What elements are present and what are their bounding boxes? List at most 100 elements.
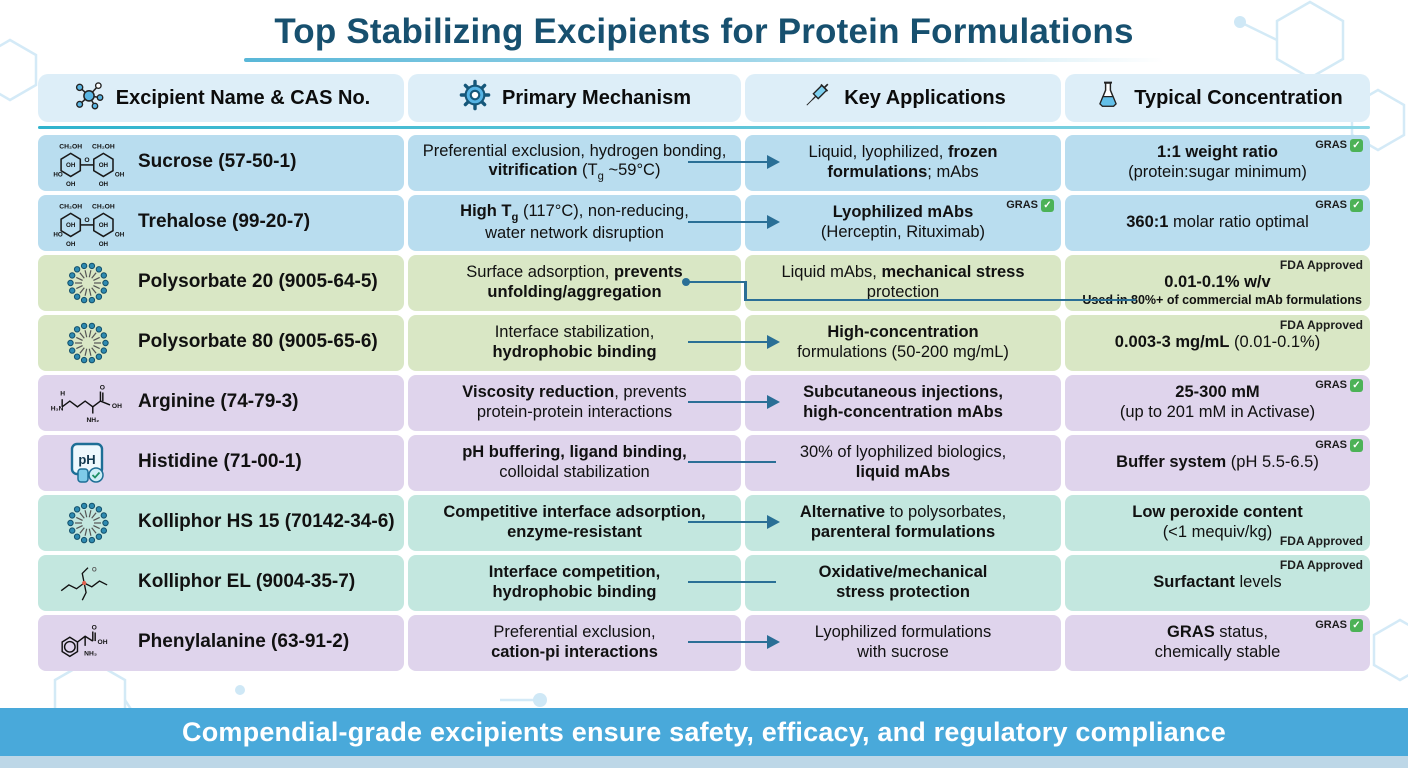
check-icon: ✓ (1350, 618, 1363, 632)
applications-cell: Subcutaneous injections, high-concentrati… (745, 374, 1061, 431)
svg-text:O: O (84, 217, 89, 224)
phenylalanine-structure-icon: OH O NH₃ (46, 618, 130, 668)
mechanism-text: Preferential exclusion, hydrogen bonding… (422, 141, 727, 183)
applications-cell: Lyophilized mAbs (Herceptin, Rituximab) GR… (745, 194, 1061, 251)
excipient-name: Kolliphor EL (9004-35-7) (138, 571, 356, 593)
concentration-text: Surfactant levels (1153, 572, 1282, 591)
excipient-name: Histidine (71-00-1) (138, 451, 302, 473)
svg-text:OH: OH (99, 161, 109, 168)
arginine-structure-icon: H₃N NH₂ O OH H (46, 378, 130, 428)
applications-cell: Oxidative/mechanical stress protection (745, 554, 1061, 611)
svg-text:O: O (92, 566, 97, 573)
column-header-excipient: Excipient Name & CAS No. (38, 74, 404, 122)
check-icon: ✓ (1350, 138, 1363, 152)
svg-text:OH: OH (98, 638, 108, 645)
header-divider (38, 126, 1370, 129)
concentration-note: Used in 80%+ of commercial mAb formulati… (1082, 293, 1362, 307)
column-header-label: Excipient Name & CAS No. (115, 86, 371, 109)
mechanism-cell: Competitive interface adsorption, enzyme-… (408, 494, 741, 551)
excipient-table: Excipient Name & CAS No. Primary Mechani… (38, 74, 1370, 671)
mechanism-text: pH buffering, ligand binding, colloidal s… (462, 443, 687, 481)
svg-text:O: O (92, 624, 97, 631)
mechanism-cell: Surface adsorption, prevents unfolding/a… (408, 254, 741, 311)
svg-text:OH: OH (66, 181, 76, 188)
applications-text: High-concentration formulations (50-200 m… (797, 323, 1009, 361)
mechanism-text: Surface adsorption, prevents unfolding/a… (466, 263, 683, 301)
applications-cell: Liquid mAbs, mechanical stress protectio… (745, 254, 1061, 311)
column-header-label: Key Applications (844, 86, 1006, 109)
gras-badge-label: GRAS (1315, 198, 1347, 211)
gras-badge-label: GRAS (1315, 378, 1347, 391)
concentration-cell: Surfactant levels FDA Approved (1065, 554, 1370, 611)
check-icon: ✓ (1350, 198, 1363, 212)
svg-text:NH₃: NH₃ (84, 650, 97, 657)
fda-approved-badge: FDA Approved (1279, 533, 1363, 548)
column-header-label: Primary Mechanism (502, 86, 691, 109)
syringe-icon (800, 78, 834, 118)
mechanism-cell: High Tg (117°C), non-reducing, water netw… (408, 194, 741, 251)
excipient-name-cell: CH₂OH CH₂OH O HO OH OH OH OH OH Sucrose (57-50-1… (38, 134, 404, 191)
gras-badge: GRAS ✓ (1315, 618, 1363, 632)
excipient-name-cell: pH Histidine (71-00-1) (38, 434, 404, 491)
concentration-text: Low peroxide content (<1 mequiv/kg) (1132, 503, 1303, 541)
applications-text: Liquid, lyophilized, frozen formulations… (808, 143, 998, 181)
concentration-text: 1:1 weight ratio (protein:sugar minimum) (1128, 143, 1307, 181)
fda-approved-badge: FDA Approved (1279, 557, 1363, 572)
svg-text:pH: pH (78, 452, 95, 467)
micelle-icon (46, 318, 130, 368)
gear-icon (458, 78, 492, 118)
applications-cell: Liquid, lyophilized, frozen formulations… (745, 134, 1061, 191)
mechanism-cell: Preferential exclusion, cation-pi interac… (408, 614, 741, 671)
svg-text:H: H (60, 390, 65, 397)
svg-text:OH: OH (66, 221, 76, 228)
applications-cell: High-concentration formulations (50-200 m… (745, 314, 1061, 371)
table-row: CH₂OH CH₂OH O HO OH OH OH OH OH Sucrose (57-50-1… (38, 134, 1370, 191)
concentration-cell: 0.003-3 mg/mL (0.01-0.1%) FDA Approved (1065, 314, 1370, 371)
svg-text:OH: OH (66, 161, 76, 168)
table-row: Polysorbate 80 (9005-65-6) Interface sta… (38, 314, 1370, 371)
concentration-text: Buffer system (pH 5.5-6.5) (1116, 452, 1319, 471)
excipient-name-cell: CH₂OH CH₂OH O HO OH OH OH OH OH Trehalose (99-20… (38, 194, 404, 251)
concentration-text: 0.01-0.1% w/v (1164, 272, 1271, 291)
svg-text:CH₂OH: CH₂OH (92, 203, 115, 210)
concentration-cell: 360:1 molar ratio optimal GRAS ✓ (1065, 194, 1370, 251)
concentration-text: GRAS status, chemically stable (1154, 623, 1281, 661)
excipient-name-cell: O Kolliphor EL (9004-35-7) (38, 554, 404, 611)
gras-badge: GRAS ✓ (1315, 378, 1363, 392)
excipient-name: Polysorbate 20 (9005-64-5) (138, 271, 378, 293)
concentration-cell: Low peroxide content (<1 mequiv/kg) FDA A… (1065, 494, 1370, 551)
disaccharide-structure-icon: CH₂OH CH₂OH O HO OH OH OH OH OH (46, 198, 130, 247)
check-icon: ✓ (1350, 438, 1363, 452)
svg-text:HO: HO (53, 171, 63, 178)
table-row: O Kolliphor EL (9004-35-7) Interface com… (38, 554, 1370, 611)
check-icon: ✓ (1350, 378, 1363, 392)
mechanism-cell: Viscosity reduction, prevents protein-pro… (408, 374, 741, 431)
excipient-name: Sucrose (57-50-1) (138, 151, 297, 173)
table-row: Polysorbate 20 (9005-64-5) Surface adsor… (38, 254, 1370, 311)
concentration-text: 360:1 molar ratio optimal (1126, 212, 1309, 231)
applications-cell: 30% of lyophilized biologics, liquid mAbs (745, 434, 1061, 491)
concentration-cell: 25-300 mM (up to 201 mM in Activase) GRAS… (1065, 374, 1370, 431)
footer-text: Compendial-grade excipients ensure safet… (182, 716, 1226, 747)
svg-text:OH: OH (112, 402, 122, 409)
fda-approved-badge: FDA Approved (1279, 257, 1363, 272)
column-header-mechanism: Primary Mechanism (408, 74, 741, 122)
column-header-label: Typical Concentration (1134, 86, 1343, 109)
applications-text: Liquid mAbs, mechanical stress protectio… (781, 263, 1025, 301)
table-row: H₃N NH₂ O OH H Arginine (74-79-3) Viscosity … (38, 374, 1370, 431)
mechanism-text: Preferential exclusion, cation-pi interac… (491, 623, 658, 661)
excipient-name-cell: Polysorbate 80 (9005-65-6) (38, 314, 404, 371)
concentration-text: 0.003-3 mg/mL (0.01-0.1%) (1114, 332, 1321, 351)
mechanism-text: Competitive interface adsorption, enzyme-… (443, 503, 706, 541)
concentration-cell: 0.01-0.1% w/v Used in 80%+ of commercial… (1065, 254, 1370, 311)
micelle-icon (46, 258, 130, 308)
disaccharide-structure-icon: CH₂OH CH₂OH O HO OH OH OH OH OH (46, 138, 130, 188)
ph-meter-icon: pH (46, 438, 130, 488)
micelle-icon (46, 498, 130, 548)
table-row: OH O NH₃ Phenylalanine (63-91-2) Preferent… (38, 614, 1370, 671)
table-row: Kolliphor HS 15 (70142-34-6) Competitive… (38, 494, 1370, 551)
mechanism-text: Interface competition, hydrophobic bindin… (488, 563, 661, 601)
gras-badge: GRAS ✓ (1315, 438, 1363, 452)
table-header-row: Excipient Name & CAS No. Primary Mechani… (38, 74, 1370, 122)
excipient-name: Kolliphor HS 15 (70142-34-6) (138, 511, 395, 533)
